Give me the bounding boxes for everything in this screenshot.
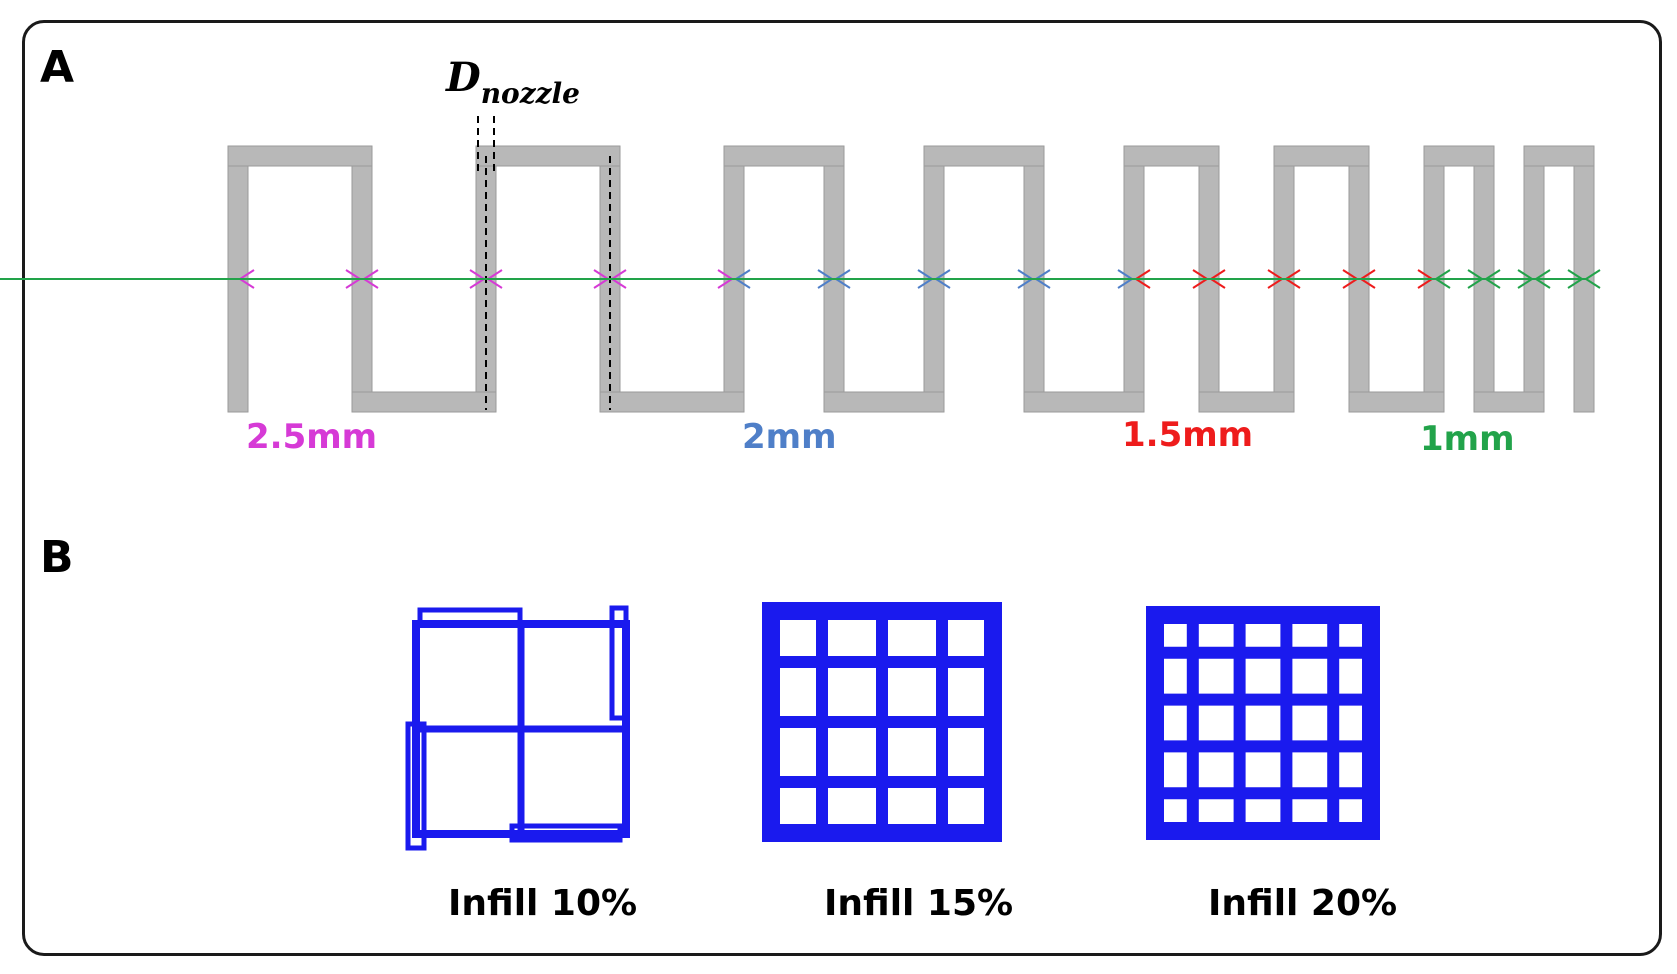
infill-pattern-3 bbox=[1146, 606, 1380, 840]
strand-connector bbox=[227, 145, 373, 167]
nozzle-label-main: D bbox=[446, 54, 481, 101]
strand-connector bbox=[1348, 391, 1445, 413]
strand-connector bbox=[1473, 391, 1545, 413]
infill-20-label: Infill 20% bbox=[1208, 883, 1398, 924]
strand-connector bbox=[1273, 145, 1370, 167]
infill-overlap bbox=[417, 607, 523, 627]
strand-connector bbox=[1523, 145, 1595, 167]
panel-a-label: A bbox=[40, 42, 75, 93]
arrow-head bbox=[1584, 269, 1601, 289]
spacing-label-1mm: 1mm bbox=[1420, 419, 1515, 459]
panel-b-label: B bbox=[40, 532, 74, 583]
spacing-label-2-5mm: 2.5mm bbox=[246, 417, 378, 457]
infill-frame bbox=[1146, 606, 1380, 840]
infill-pattern-2 bbox=[762, 602, 1002, 842]
serpentine-strands bbox=[227, 145, 1595, 413]
strand-connector bbox=[723, 145, 845, 167]
strand-connector bbox=[1198, 391, 1295, 413]
spacing-label-1-5mm: 1.5mm bbox=[1122, 415, 1254, 455]
infill-overlap bbox=[609, 605, 629, 721]
strand-connector bbox=[1423, 145, 1495, 167]
strand-connector bbox=[599, 391, 745, 413]
spacing-label-2mm: 2mm bbox=[742, 417, 837, 457]
strand-connector bbox=[1123, 145, 1220, 167]
infill-10-label: Infill 10% bbox=[448, 883, 638, 924]
strand-connector bbox=[923, 145, 1045, 167]
nozzle-label-sub: nozzle bbox=[480, 77, 580, 110]
infill-15-label: Infill 15% bbox=[824, 883, 1014, 924]
infill-overlap bbox=[509, 823, 623, 843]
infill-overlap bbox=[405, 721, 427, 851]
strand-connector bbox=[823, 391, 945, 413]
strand-connector bbox=[475, 145, 621, 167]
nozzle-width-guides bbox=[477, 116, 611, 410]
infill-patterns bbox=[405, 602, 1380, 851]
strand-connector bbox=[1023, 391, 1145, 413]
strand-connector bbox=[351, 391, 497, 413]
spacing-arrows bbox=[0, 269, 1601, 289]
infill-pattern-1 bbox=[405, 605, 630, 851]
nozzle-diameter-label: Dnozzle bbox=[446, 54, 580, 110]
